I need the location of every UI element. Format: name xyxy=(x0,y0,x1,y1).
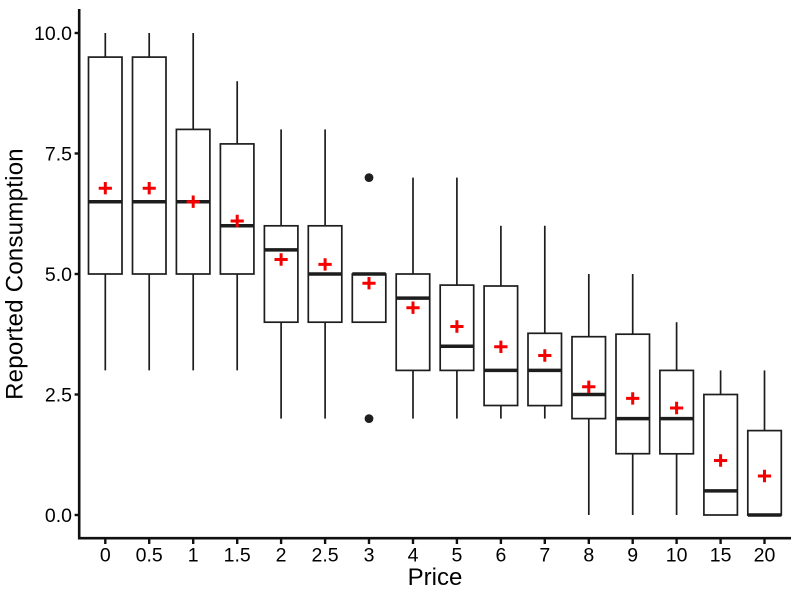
svg-text:0.0: 0.0 xyxy=(45,505,72,527)
svg-text:8: 8 xyxy=(583,545,594,567)
svg-text:7.5: 7.5 xyxy=(45,144,72,166)
svg-text:1.5: 1.5 xyxy=(224,545,251,567)
svg-text:2: 2 xyxy=(276,545,287,567)
svg-text:5.0: 5.0 xyxy=(45,264,72,286)
svg-text:Reported Consumption: Reported Consumption xyxy=(2,148,29,400)
svg-text:3: 3 xyxy=(364,545,375,567)
svg-text:7: 7 xyxy=(539,545,550,567)
svg-text:9: 9 xyxy=(627,545,638,567)
svg-text:20: 20 xyxy=(754,545,776,567)
svg-text:2.5: 2.5 xyxy=(45,385,72,407)
svg-text:2.5: 2.5 xyxy=(312,545,339,567)
svg-text:Price: Price xyxy=(408,564,463,591)
svg-text:4: 4 xyxy=(408,545,419,567)
svg-text:10.0: 10.0 xyxy=(34,23,72,45)
svg-text:10: 10 xyxy=(666,545,688,567)
svg-text:0: 0 xyxy=(100,545,111,567)
svg-text:5: 5 xyxy=(451,545,462,567)
svg-text:1: 1 xyxy=(188,545,199,567)
svg-text:6: 6 xyxy=(495,545,506,567)
svg-text:0.5: 0.5 xyxy=(136,545,163,567)
svg-text:15: 15 xyxy=(710,545,732,567)
